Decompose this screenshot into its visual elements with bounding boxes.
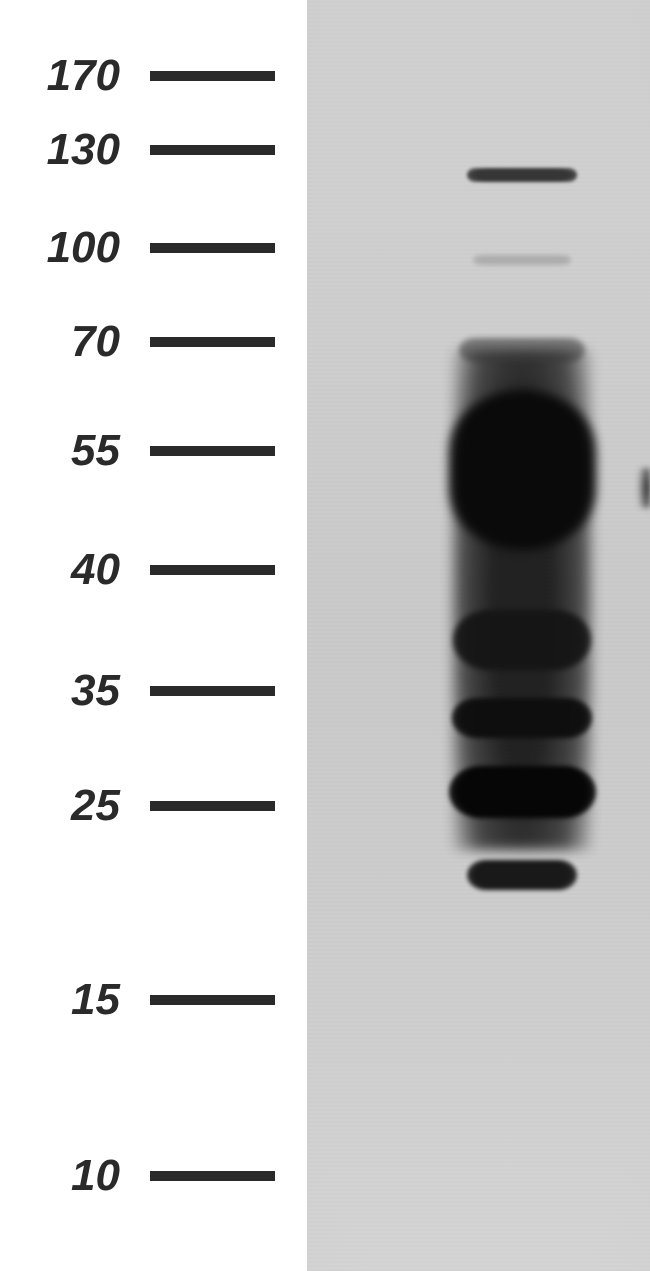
mw-tick-15 — [150, 995, 275, 1005]
mw-tick-25 — [150, 801, 275, 811]
mw-label-100: 100 — [0, 226, 120, 270]
mw-tick-70 — [150, 337, 275, 347]
sample-lane-band-7 — [467, 860, 576, 890]
sample-lane-band-4 — [453, 610, 590, 670]
mw-tick-100 — [150, 243, 275, 253]
mw-tick-130 — [150, 145, 275, 155]
sample-lane-band-2 — [459, 338, 585, 362]
mw-label-25: 25 — [0, 784, 120, 828]
mw-label-170: 170 — [0, 54, 120, 98]
sample-lane-band-5 — [452, 698, 592, 738]
mw-tick-35 — [150, 686, 275, 696]
sample-lane-band-3 — [449, 390, 596, 550]
mw-label-35: 35 — [0, 669, 120, 713]
mw-label-15: 15 — [0, 978, 120, 1022]
sample-lane-band-6 — [449, 766, 596, 818]
blot-membrane — [307, 0, 650, 1271]
sample-lane-band-1 — [473, 255, 571, 265]
mw-tick-55 — [150, 446, 275, 456]
mw-label-10: 10 — [0, 1154, 120, 1198]
mw-label-55: 55 — [0, 429, 120, 473]
right-edge-artifact — [628, 468, 650, 508]
mw-tick-10 — [150, 1171, 275, 1181]
control-lane — [332, 0, 442, 1271]
mw-tick-170 — [150, 71, 275, 81]
mw-label-130: 130 — [0, 128, 120, 172]
mw-label-70: 70 — [0, 320, 120, 364]
western-blot-figure: 170 130 100 70 55 40 35 25 15 10 — [0, 0, 650, 1271]
sample-lane — [452, 0, 592, 1271]
sample-lane-band-0 — [467, 168, 576, 182]
mw-tick-40 — [150, 565, 275, 575]
mw-label-40: 40 — [0, 548, 120, 592]
